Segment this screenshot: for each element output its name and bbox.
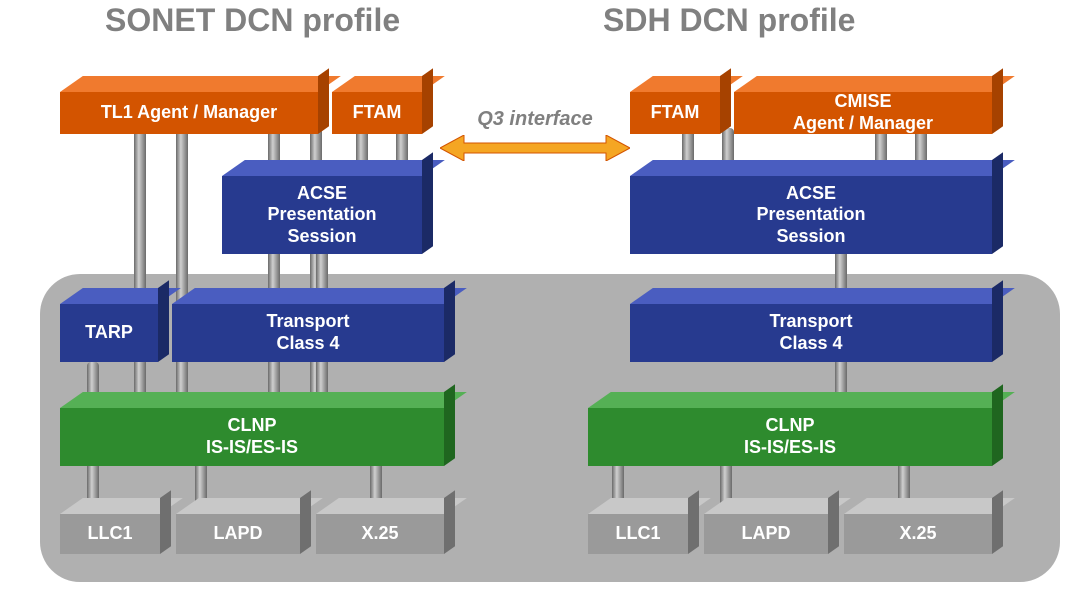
block-x25-right: X.25: [844, 514, 992, 554]
connector-pillar: [176, 128, 188, 428]
block-tarp: TARP: [60, 304, 158, 362]
block-tl1: TL1 Agent / Manager: [60, 92, 318, 134]
block-lapd-left: LAPD: [176, 514, 300, 554]
block-x25-left: X.25: [316, 514, 444, 554]
q3-interface-arrow: Q3 interface: [440, 108, 630, 161]
block-clnp-right: CLNPIS-IS/ES-IS: [588, 408, 992, 466]
block-label: LAPD: [704, 514, 828, 554]
q3-interface-label: Q3 interface: [477, 108, 593, 131]
block-acse-right: ACSEPresentationSession: [630, 176, 992, 254]
block-acse-left: ACSEPresentationSession: [222, 176, 422, 254]
block-cmise: CMISEAgent / Manager: [734, 92, 992, 134]
block-transport-r: TransportClass 4: [630, 304, 992, 362]
block-label: LLC1: [588, 514, 688, 554]
block-llc1-right: LLC1: [588, 514, 688, 554]
block-label: ACSEPresentationSession: [630, 176, 992, 254]
double-arrow-icon: [440, 135, 630, 161]
block-clnp-left: CLNPIS-IS/ES-IS: [60, 408, 444, 466]
block-label: TL1 Agent / Manager: [60, 92, 318, 134]
block-label: TARP: [60, 304, 158, 362]
block-label: FTAM: [630, 92, 720, 134]
block-label: CLNPIS-IS/ES-IS: [588, 408, 992, 466]
block-ftam-right: FTAM: [630, 92, 720, 134]
block-label: LAPD: [176, 514, 300, 554]
block-label: CLNPIS-IS/ES-IS: [60, 408, 444, 466]
block-label: CMISEAgent / Manager: [734, 92, 992, 134]
block-lapd-right: LAPD: [704, 514, 828, 554]
title-sdh: SDH DCN profile: [603, 2, 855, 39]
block-transport-l: TransportClass 4: [172, 304, 444, 362]
block-label: TransportClass 4: [172, 304, 444, 362]
block-label: X.25: [844, 514, 992, 554]
block-label: FTAM: [332, 92, 422, 134]
block-llc1-left: LLC1: [60, 514, 160, 554]
block-ftam-left: FTAM: [332, 92, 422, 134]
title-sonet: SONET DCN profile: [105, 2, 400, 39]
block-label: LLC1: [60, 514, 160, 554]
block-label: TransportClass 4: [630, 304, 992, 362]
connector-pillar: [134, 128, 146, 428]
block-label: X.25: [316, 514, 444, 554]
block-label: ACSEPresentationSession: [222, 176, 422, 254]
